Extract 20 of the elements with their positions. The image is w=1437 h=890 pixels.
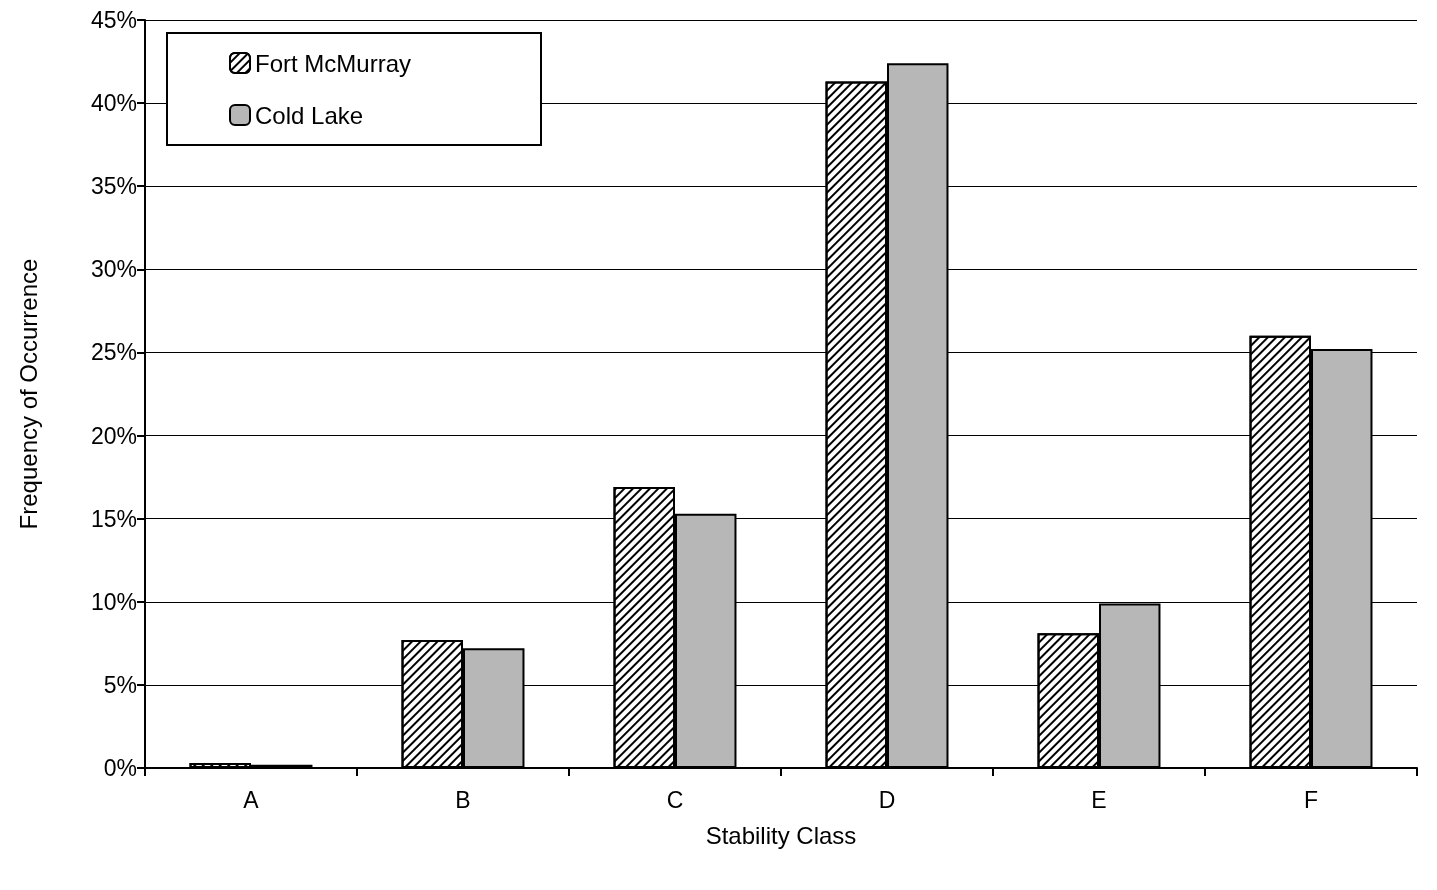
y-tick-label: 20% <box>90 422 137 449</box>
legend-label: Cold Lake <box>255 101 364 129</box>
legend-label: Fort McMurray <box>255 49 411 77</box>
x-tick-label: A <box>243 786 260 813</box>
y-tick-label: 45% <box>90 7 137 33</box>
x-axis-title: Stability Class <box>705 821 857 849</box>
y-axis-title: Frequency of Occurrence <box>14 258 42 530</box>
y-tick-label: 10% <box>90 588 137 615</box>
x-tick-label: B <box>455 786 471 813</box>
x-tick-label: C <box>666 786 684 813</box>
y-tick-label: 15% <box>90 505 137 532</box>
y-tick-label: 25% <box>90 339 137 366</box>
y-tick-label: 0% <box>103 755 137 781</box>
y-tick-label: 30% <box>90 256 137 283</box>
y-tick-label: 35% <box>90 173 137 200</box>
x-tick-label: F <box>1303 786 1319 813</box>
y-tick-label: 5% <box>103 671 137 698</box>
y-tick-label: 40% <box>90 90 137 117</box>
x-tick-label: D <box>878 786 896 813</box>
x-tick-label: E <box>1091 786 1107 813</box>
